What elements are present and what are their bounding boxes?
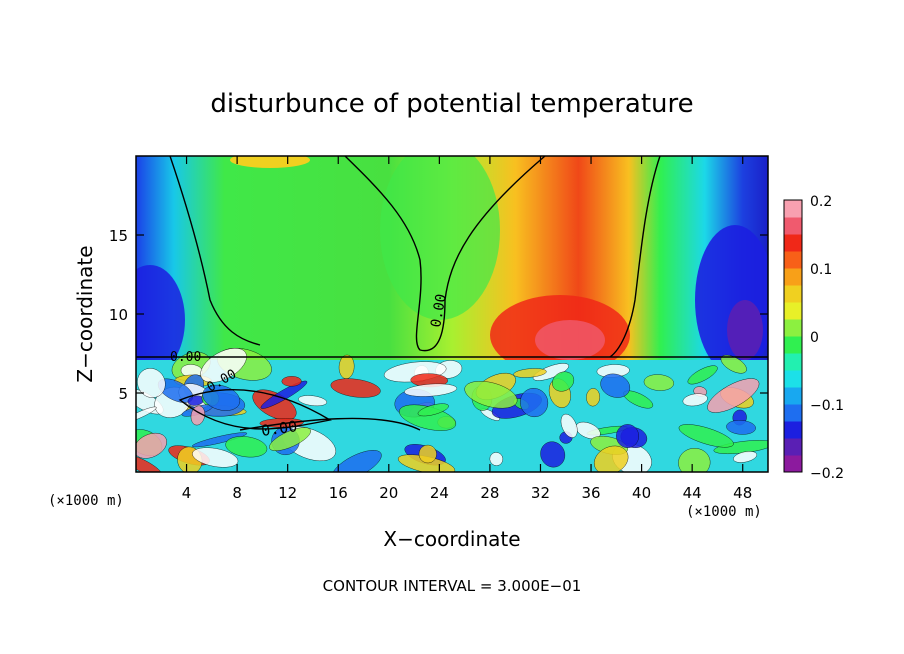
turbulence-blob bbox=[136, 406, 157, 423]
colorbar-tick-label: −0.2 bbox=[810, 466, 844, 482]
contour-lines bbox=[136, 156, 768, 431]
lower-blobs bbox=[136, 347, 768, 472]
turbulence-blob bbox=[417, 403, 449, 417]
turbulence-blob bbox=[600, 373, 631, 398]
x-tick-label: 36 bbox=[581, 484, 600, 502]
turbulence-blob bbox=[682, 393, 708, 407]
turbulence-blob bbox=[586, 388, 601, 407]
x-tick-label: 32 bbox=[531, 484, 550, 502]
turbulence-blob bbox=[687, 365, 718, 385]
y-axis-label: Z−coordinate bbox=[73, 245, 97, 382]
y-tick-label: 15 bbox=[109, 227, 128, 245]
turbulence-blob bbox=[269, 427, 311, 451]
turbulence-blob bbox=[678, 424, 734, 448]
turbulence-blob bbox=[707, 378, 760, 413]
turbulence-blob bbox=[513, 368, 547, 378]
colorbar-swatch bbox=[784, 438, 802, 456]
x-tick-label: 48 bbox=[733, 484, 752, 502]
yellow-top bbox=[230, 156, 310, 168]
colorbar-swatch bbox=[784, 200, 802, 218]
turbulence-blob bbox=[540, 441, 566, 468]
turbulence-blob bbox=[137, 368, 166, 398]
x-tick-label: 20 bbox=[379, 484, 398, 502]
contour-label: 0.00 bbox=[170, 350, 201, 365]
turbulence-blob bbox=[532, 363, 569, 381]
turbulence-blob bbox=[616, 424, 639, 449]
colorbar-swatch bbox=[784, 404, 802, 422]
contour-interval-text: CONTOUR INTERVAL = 3.000E−01 bbox=[323, 577, 582, 595]
colorbar-swatch bbox=[784, 302, 802, 320]
turbulence-blob bbox=[489, 452, 504, 466]
turbulence-blob bbox=[281, 376, 302, 387]
x-tick-label: 40 bbox=[632, 484, 651, 502]
turbulence-blob bbox=[733, 451, 758, 463]
turbulence-blob bbox=[404, 383, 458, 397]
colorbar-tick-label: 0.2 bbox=[810, 194, 832, 210]
colorbar-swatch bbox=[784, 353, 802, 371]
colorbar-tick-label: 0 bbox=[810, 330, 819, 346]
y-tick-label: 10 bbox=[109, 306, 128, 324]
turbulence-blob bbox=[678, 448, 711, 472]
plot-area bbox=[136, 156, 768, 472]
colorbar-swatch bbox=[784, 319, 802, 337]
turbulence-blob bbox=[560, 413, 578, 438]
turbulence-blob bbox=[136, 432, 167, 459]
colorbar-swatch bbox=[784, 251, 802, 269]
y-axis: 5 10 15 bbox=[109, 227, 768, 403]
colorbar-swatch bbox=[784, 285, 802, 303]
colorbar-tick-label: −0.1 bbox=[810, 398, 844, 414]
turbulence-blob bbox=[464, 381, 518, 409]
contour-label: 0.00 bbox=[260, 417, 298, 440]
x-axis: 4 8 12 16 20 24 28 32 36 40 44 48 bbox=[182, 156, 752, 502]
chart-title: disturbunce of potential temperature bbox=[210, 89, 693, 119]
turbulence-blob bbox=[726, 420, 756, 435]
colorbar-swatch bbox=[784, 268, 802, 286]
x-tick-label: 44 bbox=[683, 484, 702, 502]
x-tick-label: 4 bbox=[182, 484, 192, 502]
turbulence-blob bbox=[593, 445, 629, 472]
y-tick-label: 5 bbox=[118, 385, 128, 403]
x-tick-label: 24 bbox=[430, 484, 449, 502]
cold-core-right bbox=[727, 300, 763, 360]
colorbar-swatch bbox=[784, 336, 802, 354]
warm-core bbox=[535, 320, 605, 360]
turbulence-blob bbox=[552, 371, 575, 392]
turbulence-blob bbox=[191, 432, 248, 448]
x-tick-label: 8 bbox=[232, 484, 242, 502]
colorbar-swatch bbox=[784, 421, 802, 439]
turbulence-blob bbox=[298, 395, 328, 407]
x-unit-left: (×1000 m) bbox=[48, 493, 124, 509]
colorbar-swatch bbox=[784, 455, 802, 473]
turbulence-blob bbox=[192, 447, 239, 468]
colorbar: 0.2 0.1 0 −0.1 −0.2 bbox=[783, 194, 844, 482]
turbulence-blob bbox=[225, 436, 268, 458]
x-tick-label: 16 bbox=[329, 484, 348, 502]
x-tick-label: 12 bbox=[278, 484, 297, 502]
cold-anomaly-left bbox=[136, 265, 185, 375]
x-unit-right: (×1000 m) bbox=[686, 504, 762, 520]
x-axis-label: X−coordinate bbox=[383, 527, 520, 551]
x-tick-label: 28 bbox=[480, 484, 499, 502]
colorbar-frame bbox=[783, 199, 803, 473]
turbulence-blob bbox=[520, 388, 549, 418]
turbulence-blob bbox=[418, 444, 437, 464]
colorbar-tick-label: 0.1 bbox=[810, 262, 832, 278]
colorbar-swatch bbox=[784, 217, 802, 235]
green-plume bbox=[380, 156, 500, 320]
turbulence-blob bbox=[643, 374, 675, 391]
turbulence-blob bbox=[331, 450, 382, 472]
turbulence-blob bbox=[330, 378, 381, 398]
colorbar-swatch bbox=[784, 234, 802, 252]
contour-label: 0.00 bbox=[428, 293, 450, 329]
colorbar-swatch bbox=[784, 387, 802, 405]
colorbar-swatch bbox=[784, 370, 802, 388]
